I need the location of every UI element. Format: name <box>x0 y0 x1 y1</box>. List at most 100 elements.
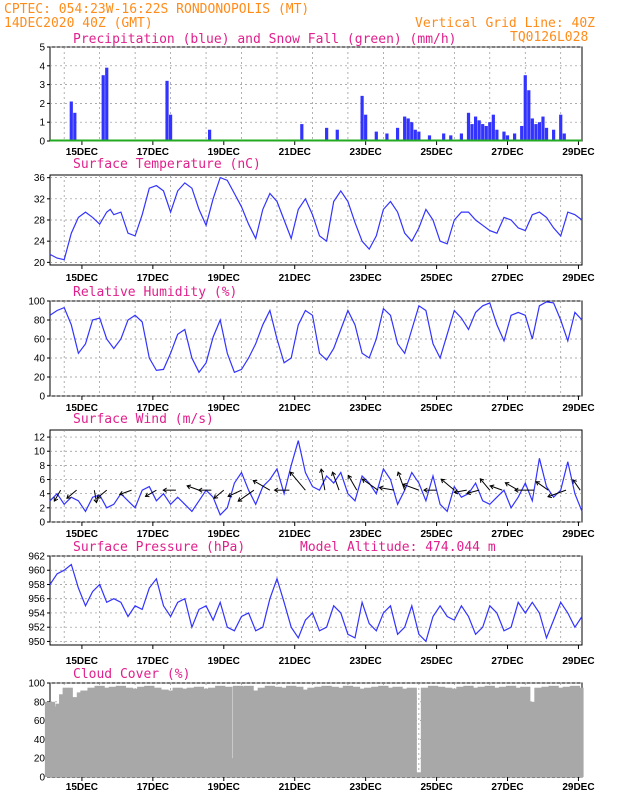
x-tick-label: 29DEC <box>562 529 594 540</box>
wind-arrow-head <box>162 487 167 493</box>
wind-arrow <box>379 487 395 491</box>
panel-title: Cloud Cover (%) <box>73 667 190 682</box>
x-tick-label: 25DEC <box>420 273 452 284</box>
panel-title: Relative Humidity (%) <box>73 285 237 300</box>
wind-arrow-head <box>535 481 541 486</box>
cloud-bar <box>413 772 424 777</box>
y-tick-label: 1 <box>39 118 45 129</box>
cloud-bar <box>573 687 584 777</box>
y-tick-label: 12 <box>34 433 46 444</box>
wind-arrow <box>66 489 77 499</box>
wind-arrow-head <box>213 494 219 499</box>
y-tick-label: 0 <box>39 137 45 148</box>
x-tick-label: 25DEC <box>420 782 452 793</box>
panel-2: 0 20 40 60 80 100 15DEC 17DEC 19DEC 21DEC 23DEC 25D… <box>28 285 594 414</box>
series-line <box>49 176 583 261</box>
precip-bar <box>484 125 488 141</box>
precip-bar <box>534 124 538 141</box>
y-tick-label: 8 <box>39 461 45 472</box>
wind-arrow-head <box>144 492 150 498</box>
precip-bar <box>520 125 524 141</box>
wind-arrow <box>535 481 549 491</box>
wind-arrow-head <box>93 498 99 504</box>
precip-bar <box>168 114 173 141</box>
cloud-bar <box>328 686 339 777</box>
cloud-bar <box>399 688 410 777</box>
cloud-bar <box>555 687 566 777</box>
cloud-bar <box>243 685 254 777</box>
wind-arrow-head <box>347 474 353 480</box>
wind-arrow-head <box>453 489 459 495</box>
cloud-bar <box>179 688 190 777</box>
wind-arrow-head <box>396 471 402 477</box>
y-tick-label: 60 <box>34 335 46 346</box>
y-tick-label: 960 <box>28 566 45 577</box>
cloud-bar <box>484 685 495 777</box>
y-tick-label: 956 <box>28 594 45 605</box>
y-tick-label: 10 <box>34 447 46 458</box>
panel-title: Surface Pressure (hPa) <box>73 540 245 555</box>
precip-bar <box>470 124 474 141</box>
wind-arrow <box>440 478 455 491</box>
x-tick-label: 17DEC <box>137 147 169 158</box>
cloud-bar <box>505 685 517 777</box>
plot-frame <box>49 429 583 523</box>
y-tick-label: 950 <box>28 637 45 648</box>
y-tick-label: 6 <box>39 475 45 486</box>
precip-bar <box>325 127 329 141</box>
header-code: TQ0126L028 <box>510 30 588 45</box>
wind-arrow-head <box>66 494 71 499</box>
precip-bar <box>101 75 105 141</box>
cloud-bar <box>378 685 389 777</box>
panel-title: Surface Wind (m/s) <box>73 412 214 427</box>
x-tick-label: 25DEC <box>420 529 452 540</box>
cloud-bar <box>293 686 304 777</box>
wind-arrow <box>454 489 467 493</box>
wind-arrow-head <box>361 478 367 484</box>
y-tick-label: 962 <box>28 552 45 563</box>
y-tick-label: 3 <box>39 80 45 91</box>
wind-arrow-head <box>547 493 553 499</box>
y-tick-label: 954 <box>28 608 45 619</box>
series-line <box>49 440 583 516</box>
x-tick-label: 17DEC <box>137 273 169 284</box>
wind-arrow-head <box>96 494 102 499</box>
cloud-bar <box>520 686 531 777</box>
y-tick-label: 4 <box>39 61 45 72</box>
cloud-bar <box>215 685 226 777</box>
wind-arrow <box>186 485 200 491</box>
x-tick-label: 15DEC <box>66 273 98 284</box>
precip-bar <box>459 133 464 141</box>
wind-arrow-head <box>479 478 485 483</box>
y-tick-label: 32 <box>34 194 46 205</box>
x-tick-label: 15DEC <box>66 656 98 667</box>
cloud-bar <box>278 687 290 777</box>
precip-bar <box>552 129 556 141</box>
y-tick-label: 0 <box>39 773 45 784</box>
wind-arrow <box>397 471 406 491</box>
precip-bar <box>449 135 453 141</box>
precip-bar <box>69 101 73 141</box>
cloud-bar <box>427 685 439 777</box>
cloud-bar <box>222 686 233 777</box>
cloud-bar <box>314 686 325 777</box>
cloud-bar <box>385 687 396 777</box>
precip-bar <box>413 129 417 141</box>
x-tick-label: 19DEC <box>208 403 240 414</box>
wind-arrow-head <box>423 487 428 493</box>
cloud-bar <box>208 687 219 777</box>
wind-arrow <box>320 468 326 491</box>
cloud-bar <box>442 687 453 777</box>
x-tick-label: 23DEC <box>350 529 382 540</box>
cloud-bar <box>335 687 346 777</box>
precip-bar <box>559 114 563 141</box>
wind-arrow-head <box>466 490 471 496</box>
wind-arrow-head <box>53 497 59 502</box>
cloud-bar <box>498 686 510 777</box>
wind-arrow-head <box>378 485 384 491</box>
wind-arrow <box>253 480 271 491</box>
wind-arrow-head <box>289 471 295 477</box>
wind-arrow <box>402 483 420 491</box>
header-line1: CPTEC: 054:23W-16:22S RONDONOPOLIS (MT) <box>4 2 309 17</box>
